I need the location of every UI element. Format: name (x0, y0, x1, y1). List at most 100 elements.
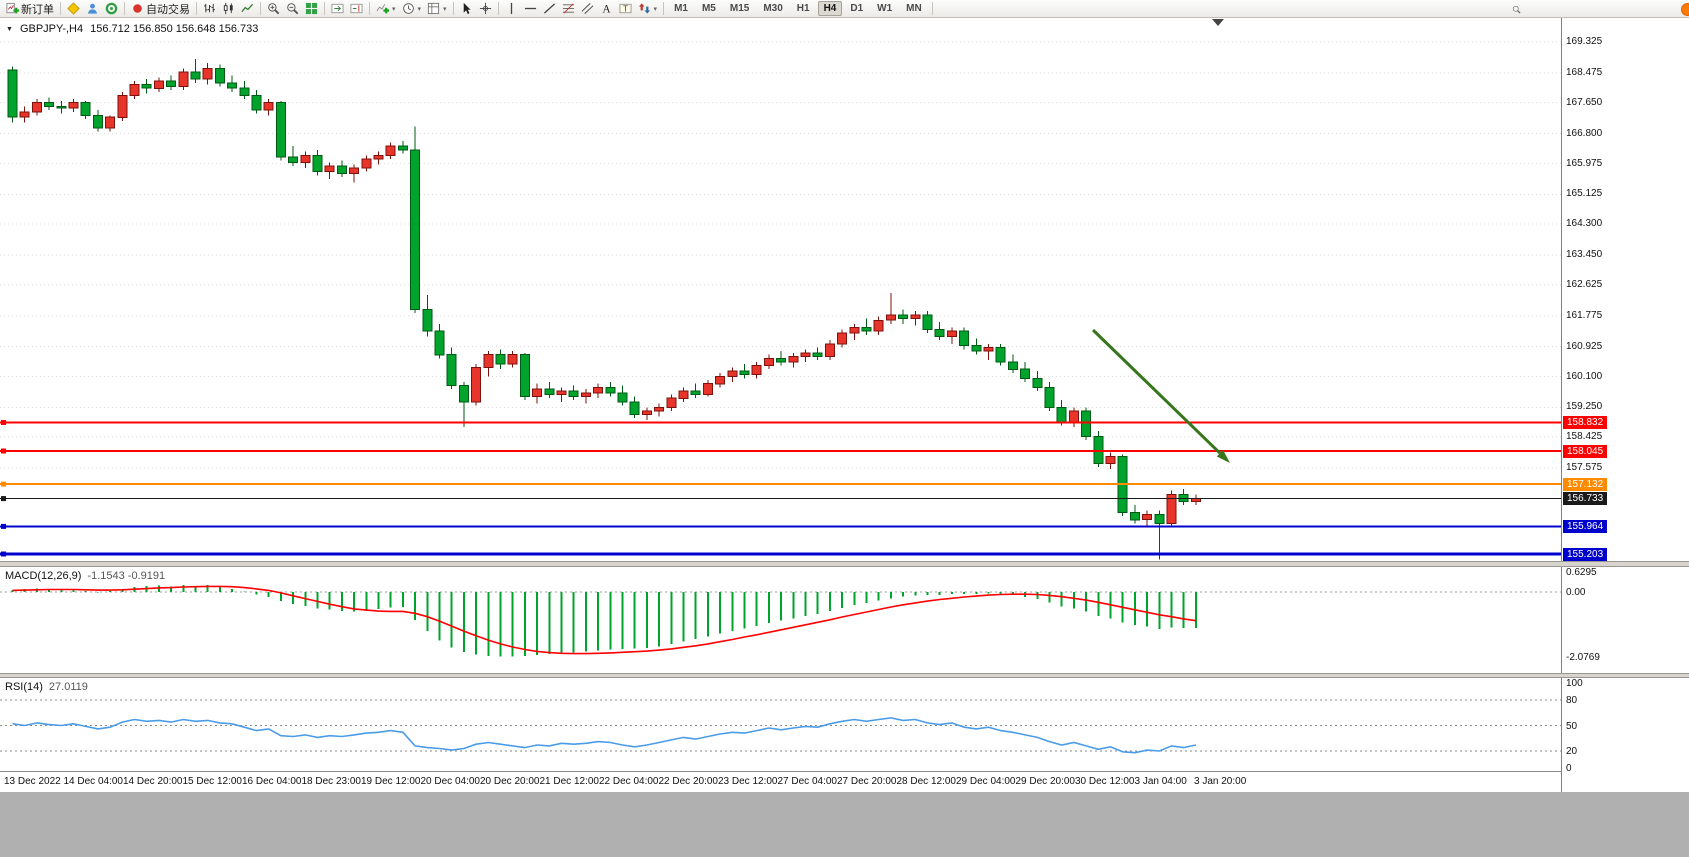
text-label-icon: T (619, 2, 632, 15)
button-label: 新订单 (21, 3, 54, 16)
candle-body (849, 327, 860, 334)
candle-body (959, 330, 970, 347)
price-axis[interactable]: 169.325 168.475 167.650 166.800 165.975 165.1… (1561, 18, 1689, 792)
candle-body (873, 319, 884, 332)
arrow-tools-button[interactable]: ▾ (636, 1, 660, 16)
rsi-panel[interactable]: RSI(14) 27.0119 (0, 678, 1561, 771)
time-axis[interactable]: 13 Dec 2022 14 Dec 04:00 14 Dec 20:00 15 De… (0, 771, 1562, 792)
horizontal-line-icon (524, 2, 537, 15)
bar-chart-button[interactable] (201, 1, 218, 16)
time-label: 20 Dec 04:00 (420, 776, 481, 787)
main-chart[interactable]: ▼ GBPJPY-,H4 156.712 156.850 156.648 156… (0, 18, 1561, 561)
channels-button[interactable] (579, 1, 596, 16)
price-tick-label: 160.925 (1566, 340, 1603, 352)
timeframe-button-D1[interactable]: D1 (850, 3, 864, 14)
timeframe-button-M5[interactable]: M5 (701, 3, 716, 14)
timeframe-button-M30[interactable]: M30 (763, 3, 783, 14)
macd-panel[interactable]: MACD(12,26,9) -1.1543 -0.9191 (0, 567, 1561, 673)
collapse-triangle-icon[interactable]: ▼ (6, 25, 13, 33)
hline-anchor[interactable] (1, 481, 6, 487)
candle-body (7, 69, 18, 118)
candle-body (214, 67, 225, 84)
templates-button[interactable]: ▾ (425, 1, 449, 16)
autotrade-button[interactable]: 自动交易 (129, 0, 192, 17)
fibonacci-button[interactable] (560, 1, 577, 16)
zoom-out-button[interactable] (284, 1, 301, 16)
hline-anchor[interactable] (1, 523, 6, 529)
panel-splitter-macd[interactable] (0, 561, 1689, 567)
horizontal-line-button[interactable] (522, 1, 539, 16)
crosshair-button[interactable] (477, 1, 494, 16)
tile-windows-button[interactable] (303, 1, 320, 16)
candle-body (1093, 435, 1104, 464)
hline-anchor[interactable] (1, 448, 6, 454)
zoom-in-button[interactable] (265, 1, 282, 16)
hline-anchor[interactable] (1, 551, 6, 557)
time-label: 27 Dec 20:00 (837, 776, 897, 787)
rsi-axis-label: 80 (1566, 695, 1578, 706)
toolbar-separator (324, 2, 325, 15)
time-label: 29 Dec 20:00 (1015, 776, 1076, 787)
candle-body (483, 354, 494, 368)
candle-body (1166, 493, 1177, 524)
text-label-button[interactable]: T (617, 1, 634, 16)
timeframe-button-W1[interactable]: W1 (877, 3, 893, 14)
trend-arrow-head[interactable] (1216, 450, 1230, 463)
candle-body (885, 314, 896, 321)
candle-body (702, 383, 713, 396)
timeframe-button-H1[interactable]: H1 (796, 3, 810, 14)
candle-body (910, 314, 921, 319)
candle-body (678, 390, 689, 399)
trendline-button[interactable] (541, 1, 558, 16)
vertical-line-button[interactable] (503, 1, 520, 16)
price-chart-canvas[interactable] (0, 18, 1561, 561)
macd-header: MACD(12,26,9) -1.1543 -0.9191 (5, 570, 165, 582)
hline-anchor[interactable] (1, 420, 6, 425)
candle-body (824, 343, 835, 358)
price-tag-155.203: 155.203 (1563, 547, 1608, 561)
mql5-button[interactable] (65, 1, 82, 16)
candle-body (934, 328, 945, 338)
candle-body (995, 347, 1006, 363)
candle-body (666, 397, 677, 408)
price-tick-label: 163.450 (1566, 249, 1603, 260)
zoom-out-icon (286, 2, 299, 15)
timeframe-button-M1[interactable]: M1 (674, 3, 688, 14)
periods-button[interactable]: ▾ (400, 1, 424, 16)
candle-body (751, 365, 762, 376)
auto-scroll-button[interactable] (329, 1, 346, 16)
search-button[interactable] (1510, 3, 1523, 16)
toolbar-groups: 新订单 自动交易 ▾ ▾ ▾ A T ▾ M1 M5 M15 M30 H1 H4 D1 W1 MN (3, 0, 936, 17)
time-label: 27 Dec 04:00 (777, 776, 838, 787)
toolbar-separator (663, 2, 665, 15)
candle-body (727, 370, 738, 377)
candle-body (117, 95, 128, 118)
candle-body (336, 165, 347, 174)
trend-arrow-line[interactable] (1091, 328, 1222, 455)
time-label: 21 Dec 12:00 (539, 776, 600, 787)
time-label: 14 Dec 20:00 (123, 776, 183, 787)
new-order-button[interactable]: 新订单 (4, 0, 56, 17)
toolbar-right (1509, 0, 1689, 17)
hline-anchor[interactable] (1, 496, 6, 502)
text-icon: A (600, 2, 613, 15)
price-tick-label: 167.650 (1566, 96, 1603, 108)
candle-body (397, 145, 408, 151)
indicators-button[interactable]: ▾ (374, 1, 398, 16)
candle-body (1190, 498, 1201, 503)
candlestick-chart-button[interactable] (220, 1, 237, 16)
chart-shift-button[interactable] (348, 1, 365, 16)
timeframe-button-M15[interactable]: M15 (729, 3, 750, 14)
support-button[interactable] (103, 1, 120, 16)
line-chart-button[interactable] (239, 1, 256, 16)
candle-body (922, 314, 933, 330)
candle-body (263, 102, 274, 111)
candle-body (44, 102, 55, 107)
community-button[interactable] (84, 1, 101, 16)
text-button[interactable]: A (598, 1, 615, 16)
candle-body (239, 87, 250, 96)
timeframe-button-MN[interactable]: MN (906, 3, 922, 14)
panel-splitter-rsi[interactable] (0, 673, 1689, 678)
timeframe-button-H4[interactable]: H4 (817, 1, 843, 16)
cursor-button[interactable] (458, 1, 475, 16)
